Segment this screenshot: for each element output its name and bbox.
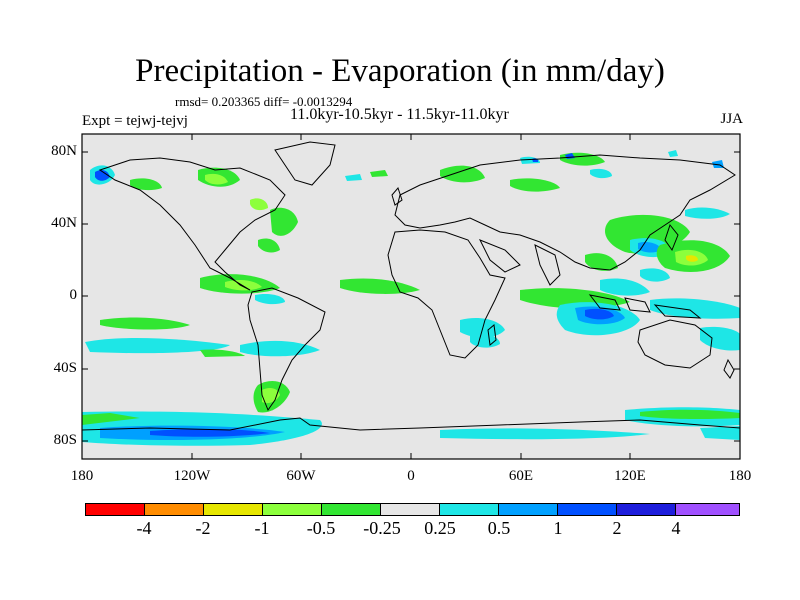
colorbar-swatch bbox=[144, 503, 204, 516]
tick-marks bbox=[81, 134, 741, 459]
lon-tick-120e: 120E bbox=[614, 468, 646, 484]
colorbar-swatch bbox=[380, 503, 440, 516]
lat-tick-0: 0 bbox=[69, 287, 78, 303]
period-text: 11.0kyr-10.5kyr - 11.5kyr-11.0kyr bbox=[290, 106, 509, 123]
colorbar-label: 0.25 bbox=[424, 518, 456, 538]
colorbar-swatch bbox=[439, 503, 499, 516]
colorbar-swatch bbox=[262, 503, 322, 516]
stats-text: rmsd= 0.203365 diff= -0.0013294 bbox=[175, 94, 353, 109]
colorbar-swatch bbox=[321, 503, 381, 516]
lat-tick-80n: 80N bbox=[51, 143, 77, 159]
season-label: JJA bbox=[720, 111, 743, 127]
experiment-label: Expt = tejwj-tejvj bbox=[82, 113, 188, 129]
colorbar-swatch bbox=[675, 503, 740, 516]
colorbar-swatch bbox=[616, 503, 676, 516]
map-title: Precipitation - Evaporation (in mm/day) bbox=[135, 53, 665, 89]
lat-tick-40n: 40N bbox=[51, 215, 77, 231]
lon-tick-180e: 180 bbox=[728, 468, 752, 484]
lon-tick-0: 0 bbox=[407, 468, 415, 484]
colorbar-label: -0.25 bbox=[363, 518, 401, 538]
colorbar-label: 4 bbox=[671, 518, 681, 538]
colorbar-label: -2 bbox=[195, 518, 211, 538]
coastlines bbox=[82, 141, 740, 431]
colorbar-swatch bbox=[85, 503, 145, 516]
colorbar-label: -0.5 bbox=[306, 518, 336, 538]
lat-tick-80s: 80S bbox=[53, 432, 77, 448]
colorbar-swatch bbox=[498, 503, 558, 516]
colorbar-label: -4 bbox=[136, 518, 152, 538]
colorbar-swatch bbox=[203, 503, 263, 516]
lat-tick-40s: 40S bbox=[53, 360, 77, 376]
colorbar-label: 0.5 bbox=[487, 518, 511, 538]
colorbar-label: -1 bbox=[254, 518, 270, 538]
anomaly-fields bbox=[82, 150, 740, 446]
lon-tick-120w: 120W bbox=[173, 468, 211, 484]
lon-tick-60e: 60E bbox=[508, 468, 534, 484]
lon-tick-60w: 60W bbox=[286, 468, 316, 484]
colorbar-label: 2 bbox=[612, 518, 622, 538]
lon-tick-180w: 180 bbox=[70, 468, 94, 484]
map-background bbox=[82, 134, 740, 459]
colorbar-swatch bbox=[557, 503, 617, 516]
colorbar-label: 1 bbox=[553, 518, 563, 538]
